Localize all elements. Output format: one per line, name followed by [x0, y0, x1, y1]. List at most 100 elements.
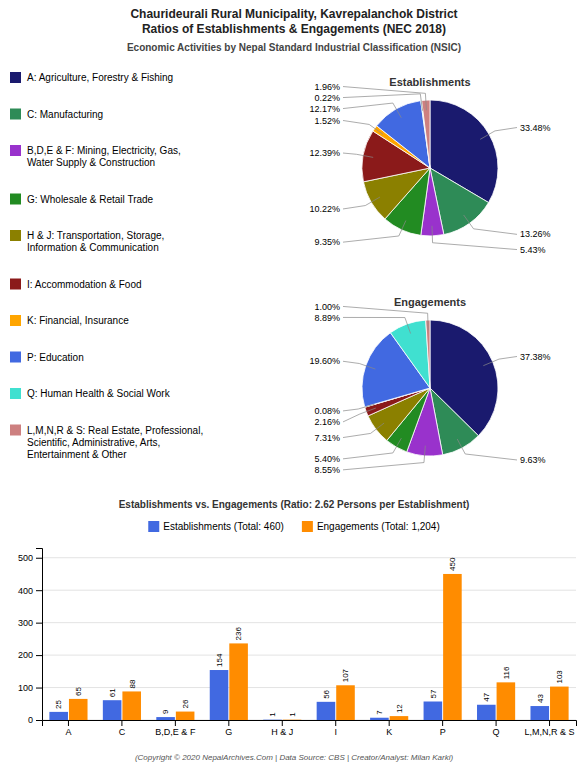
- data-label: 107: [341, 668, 350, 682]
- leader-line: [343, 103, 401, 118]
- chart-title: Establishments vs. Engagements (Ratio: 2…: [119, 499, 470, 510]
- data-label: 56: [322, 689, 331, 698]
- tick: 400: [18, 586, 42, 596]
- grid-line: [42, 687, 576, 688]
- leader-line: [343, 153, 373, 157]
- legend-swatch: [10, 279, 21, 290]
- bar-chart: Establishments vs. Engagements (Ratio: 2…: [18, 499, 577, 737]
- pie: Establishments33.48%13.26%5.43%9.35%10.2…: [309, 76, 550, 255]
- data-label: 5.43%: [520, 245, 546, 255]
- data-label: 13.26%: [520, 229, 551, 239]
- legend-item: I: Accommodation & Food: [10, 279, 142, 290]
- data-label: 1.00%: [314, 302, 340, 312]
- legend-swatch: [10, 352, 21, 363]
- bar: [69, 699, 88, 720]
- data-label: 1.96%: [314, 82, 340, 92]
- bar: [176, 712, 195, 720]
- tick-label: K: [386, 727, 392, 737]
- legend-swatch: [10, 230, 21, 241]
- tick-mark: [228, 720, 229, 726]
- legend-label: H & J: Transportation, Storage,Informati…: [27, 230, 164, 253]
- data-label: 88: [127, 679, 136, 688]
- tick: C: [119, 720, 126, 737]
- leader-line: [457, 439, 517, 460]
- tick-mark: [68, 720, 69, 726]
- slice: [390, 320, 430, 388]
- tick: 300: [18, 618, 42, 628]
- leader-line: [343, 197, 380, 209]
- legend-item: Establishments (Total: 460): [148, 521, 284, 533]
- data-label: 450: [448, 557, 457, 571]
- bar: [336, 685, 355, 720]
- bar: [370, 718, 389, 720]
- data-label: 9.35%: [314, 237, 340, 247]
- legend-swatch: [10, 194, 21, 205]
- data-label: 5.40%: [314, 454, 340, 464]
- legend-label: I: Accommodation & Food: [27, 279, 142, 290]
- tick-label: C: [119, 727, 126, 737]
- leader-line: [343, 306, 428, 330]
- tick-label: G: [225, 727, 232, 737]
- data-label: 43: [536, 694, 545, 703]
- bars: [49, 574, 568, 720]
- bar: [156, 717, 175, 720]
- data-label: 9: [161, 709, 170, 714]
- legend-label: Engagements (Total: 1,204): [317, 521, 440, 532]
- tick-mark: [36, 720, 42, 721]
- bar: [317, 702, 336, 720]
- leader-line: [432, 226, 517, 250]
- tick: 100: [18, 683, 42, 693]
- tick-mark: [36, 590, 42, 591]
- data-label: 2.16%: [314, 417, 340, 427]
- tick-mark: [36, 558, 42, 559]
- bar: [229, 643, 248, 720]
- slice: [422, 100, 430, 168]
- legend-label: Establishments (Total: 460): [163, 521, 284, 532]
- data-labels: 37.38%9.63%8.55%5.40%7.31%2.16%0.08%19.6…: [309, 302, 550, 475]
- tick: P: [440, 720, 446, 737]
- tick-label: H & J: [271, 727, 293, 737]
- tick-label: I: [334, 727, 337, 737]
- tick-label: 400: [18, 586, 33, 596]
- data-label: 1.52%: [314, 116, 340, 126]
- data-label: 1: [268, 712, 277, 717]
- leader-line: [343, 438, 401, 459]
- grid-line: [42, 622, 576, 623]
- chart-title: Establishments: [389, 76, 470, 88]
- axis-line: [43, 721, 577, 727]
- bar: [497, 682, 516, 720]
- legend-item: K: Financial, Insurance: [10, 315, 129, 326]
- legend-label: Q: Human Health & Social Work: [27, 388, 171, 399]
- data-label: 7.31%: [314, 433, 340, 443]
- grid: [42, 558, 576, 720]
- data-label: 116: [502, 666, 511, 679]
- y-axis: 0 100 200 300 400 500: [18, 549, 43, 726]
- chart-title: Engagements: [394, 296, 466, 308]
- data-label: 154: [215, 653, 224, 667]
- tick: L,M,N,R & S: [525, 720, 575, 737]
- tick: 0: [28, 715, 42, 725]
- legend-item: G: Wholesale & Retail Trade: [10, 194, 154, 205]
- legend: Establishments (Total: 460) Engagements (…: [148, 521, 439, 533]
- bar: [283, 719, 302, 720]
- legend-swatch: [10, 72, 21, 83]
- bar: [210, 670, 229, 720]
- tick: Q: [493, 720, 500, 737]
- tick-mark: [36, 688, 42, 689]
- tick-mark: [442, 720, 443, 726]
- tick: G: [225, 720, 232, 737]
- legend-item: L,M,N,R & S: Real Estate, Professional,S…: [10, 425, 203, 460]
- pie: Engagements37.38%9.63%8.55%5.40%7.31%2.1…: [309, 296, 550, 475]
- leader-line: [343, 361, 375, 369]
- grid-line: [42, 655, 576, 656]
- bar: [103, 700, 122, 720]
- tick: 500: [18, 553, 42, 563]
- data-label: 12.17%: [309, 104, 340, 114]
- x-axis: ACB,D,E & FGH & JIKPQL,M,N,R & S: [43, 720, 577, 737]
- tick: 200: [18, 650, 42, 660]
- data-label: 7: [375, 710, 384, 715]
- bar: [530, 706, 549, 720]
- legend-item: Q: Human Health & Social Work: [10, 388, 171, 399]
- legend-item: B,D,E & F: Mining, Electricity, Gas,Wate…: [10, 145, 181, 168]
- leader-line: [343, 87, 426, 111]
